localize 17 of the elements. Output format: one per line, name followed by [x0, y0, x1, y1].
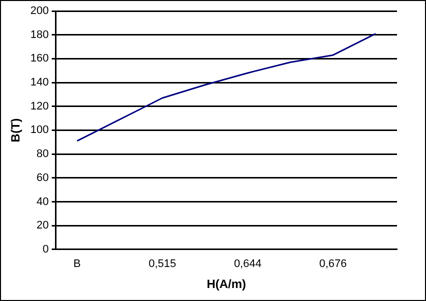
y-tick-label: 120	[30, 100, 49, 112]
x-axis-title: H(A/m)	[206, 277, 246, 292]
y-tick-label: 0	[42, 243, 49, 256]
x-tick-label: B	[73, 258, 81, 270]
y-tick-label: 20	[36, 220, 49, 232]
x-tick-label: 0,644	[234, 258, 262, 270]
y-tick-label: 160	[30, 52, 49, 65]
y-tick-label: 180	[30, 28, 49, 41]
y-tick-label: 200	[30, 5, 49, 18]
y-tick-label: 80	[36, 148, 49, 160]
y-tick-label: 60	[36, 172, 49, 184]
y-tick-label: 40	[36, 196, 49, 208]
y-tick-label: 140	[30, 76, 49, 89]
y-axis-title: B(T)	[8, 118, 23, 142]
x-tick-label: 0,515	[148, 258, 176, 270]
x-tick-label: 0,676	[319, 258, 347, 270]
y-tick-label: 100	[30, 124, 49, 136]
